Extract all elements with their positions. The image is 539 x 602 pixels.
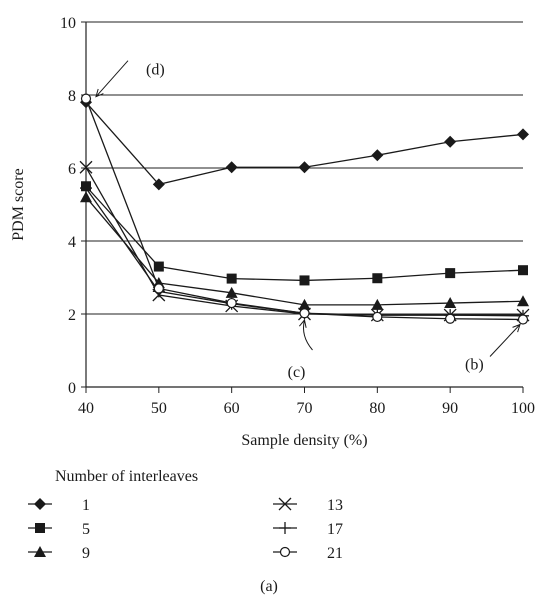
data-point-square <box>227 274 237 284</box>
legend-label: 17 <box>327 521 343 538</box>
series-lines <box>80 94 529 324</box>
legend-item-13: 13 <box>273 497 343 514</box>
series-9 <box>80 191 529 310</box>
data-point-square <box>300 275 310 285</box>
y-tick-label: 8 <box>68 88 76 105</box>
series-line-21 <box>86 99 523 320</box>
data-point-square <box>154 262 164 272</box>
x-tick-label: 40 <box>78 400 94 417</box>
x-tick-label: 70 <box>297 400 313 417</box>
x-tick-label: 50 <box>151 400 167 417</box>
legend-item-5: 5 <box>28 521 90 538</box>
x-tick-label: 80 <box>369 400 385 417</box>
annotation-arrow <box>304 320 313 350</box>
legend: Number of interleaves 1 5 9 13 17 21 (a) <box>28 468 343 595</box>
annotation: (d) <box>96 61 165 97</box>
series-1 <box>80 96 529 190</box>
data-point-plus <box>279 522 291 534</box>
data-point-circle <box>281 548 290 557</box>
legend-item-1: 1 <box>28 497 90 514</box>
annotation-label: (b) <box>465 356 484 373</box>
annotation-label: (c) <box>288 364 306 381</box>
data-point-circle <box>227 299 236 308</box>
data-point-diamond <box>371 149 383 161</box>
data-point-circle <box>373 312 382 321</box>
series-21 <box>82 94 528 324</box>
legend-label: 13 <box>327 497 343 514</box>
data-point-square <box>372 273 382 283</box>
x-tick-label: 90 <box>442 400 458 417</box>
legend-label: 5 <box>82 521 90 538</box>
data-point-diamond <box>226 161 238 173</box>
legend-item-21: 21 <box>273 545 343 562</box>
annotation-label: (d) <box>146 62 165 79</box>
data-point-square <box>35 523 45 533</box>
data-point-diamond <box>444 136 456 148</box>
data-point-square <box>445 268 455 278</box>
legend-title: Number of interleaves <box>55 468 198 485</box>
annotation-arrowhead <box>299 320 306 328</box>
series-line-17 <box>86 188 523 316</box>
y-tick-label: 0 <box>68 380 76 397</box>
legend-item-17: 17 <box>273 521 343 538</box>
annotations: (d) (c) (b) <box>96 61 520 381</box>
series-line-5 <box>86 186 523 280</box>
legend-label: 21 <box>327 545 343 562</box>
x-axis-label: Sample density (%) <box>241 432 367 449</box>
x-tick-label: 60 <box>224 400 240 417</box>
series-line-9 <box>86 197 523 305</box>
data-point-circle <box>154 284 163 293</box>
figure-caption: (a) <box>260 578 278 595</box>
legend-label: 9 <box>82 545 90 562</box>
data-point-circle <box>519 315 528 324</box>
y-tick-label: 2 <box>68 307 76 324</box>
y-tick-label: 4 <box>68 234 76 251</box>
x-tick-label: 100 <box>511 400 535 417</box>
data-point-diamond <box>517 128 529 140</box>
axes: 0 2 4 6 8 10 40 50 60 70 80 90 100 Sample density (%)… <box>10 15 535 449</box>
data-point-circle <box>82 94 91 103</box>
y-tick-label: 6 <box>68 161 76 178</box>
data-point-square <box>518 265 528 275</box>
legend-label: 1 <box>82 497 90 514</box>
data-point-diamond <box>299 161 311 173</box>
y-tick-label: 10 <box>60 15 76 32</box>
legend-item-9: 9 <box>28 545 90 562</box>
data-point-diamond <box>34 498 46 510</box>
annotation-arrow <box>96 61 128 97</box>
data-point-circle <box>300 309 309 318</box>
y-axis-label: PDM score <box>10 168 27 240</box>
annotation: (c) <box>288 320 313 381</box>
annotation: (b) <box>465 324 520 373</box>
annotation-arrow <box>490 324 520 356</box>
data-point-circle <box>446 314 455 323</box>
